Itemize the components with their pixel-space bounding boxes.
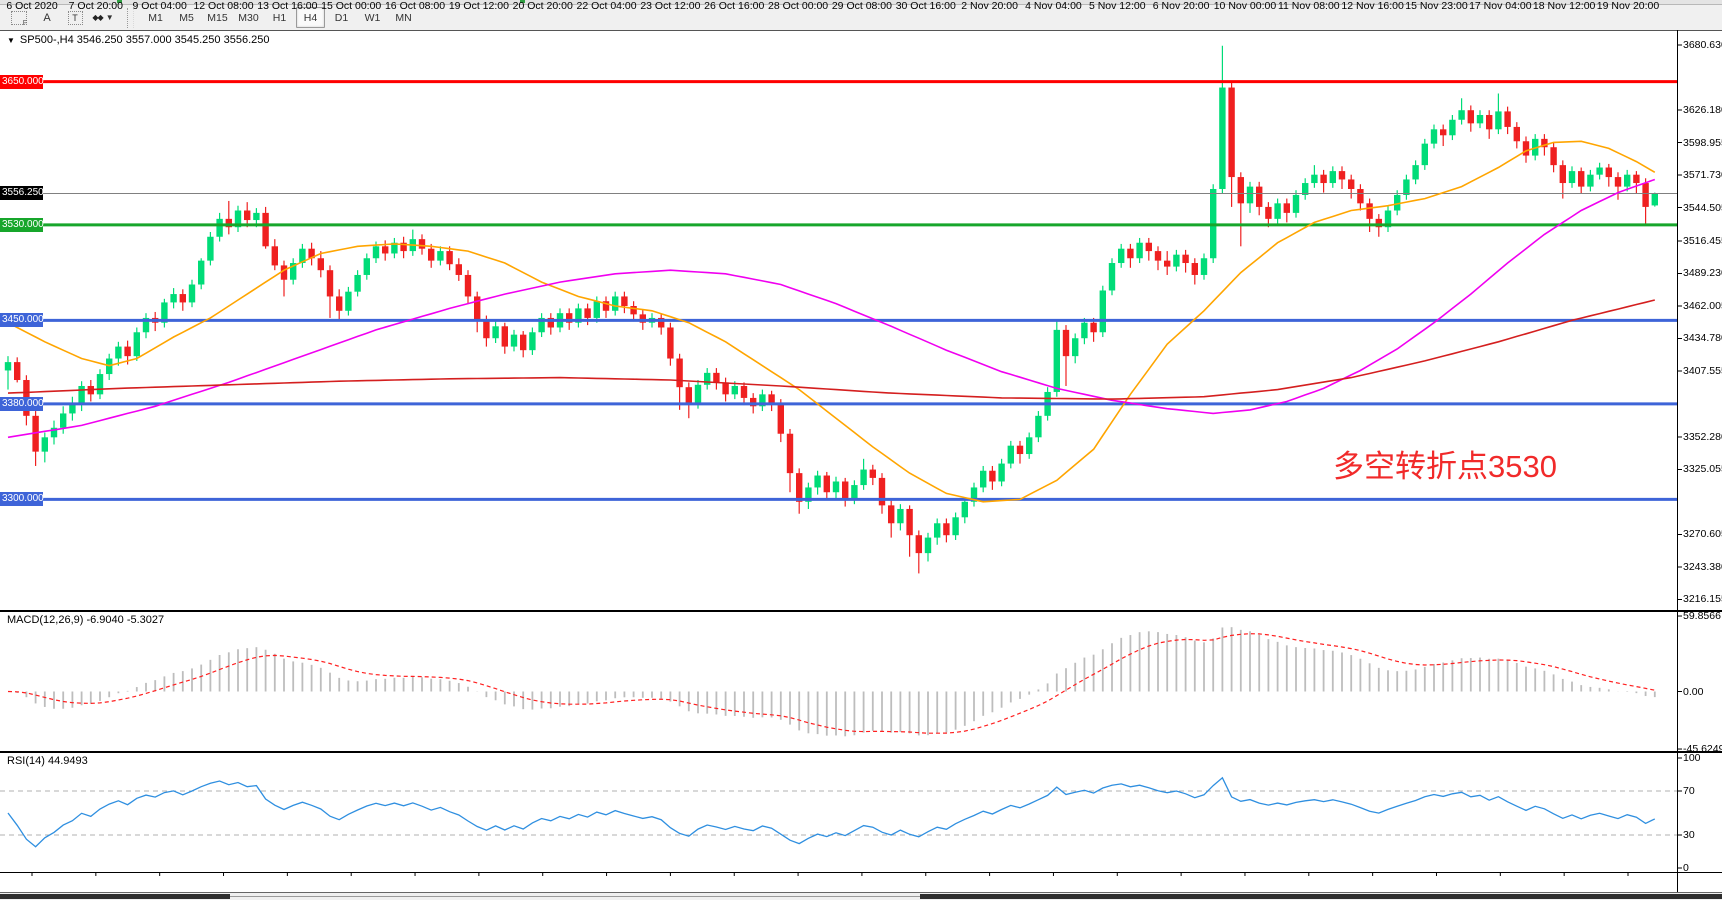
arrow-tool-icon: A <box>43 11 51 24</box>
timeframe-button-group: M1 M5 M15 M30 H1 H4 D1 W1 MN <box>140 7 419 28</box>
chevron-down-icon: ▼ <box>105 13 114 22</box>
macd-indicator-label: MACD(12,26,9) -6.9040 -5.3027 <box>7 614 165 626</box>
timeframe-button-w1[interactable]: W1 <box>364 11 381 24</box>
symbol-ohlc-header: ▼ SP500-,H4 3546.250 3557.000 3545.250 3… <box>7 34 269 46</box>
scrollbar-thumb[interactable] <box>920 894 1722 899</box>
horizontal-scrollbar[interactable] <box>0 893 1722 900</box>
symbol-ohlc-text: SP500-,H4 3546.250 3557.000 3545.250 355… <box>19 34 270 46</box>
toolbar-artifact-dot <box>520 0 525 3</box>
scrollbar-track <box>0 896 1722 897</box>
rsi-indicator-label: RSI(14) 44.9493 <box>7 755 88 767</box>
scrollbar-segment-left[interactable] <box>0 894 230 899</box>
text-tool-button[interactable]: T <box>62 7 88 28</box>
symbol-dropdown-icon[interactable]: ▼ <box>7 35 15 45</box>
timeframe-button-d1[interactable]: D1 <box>334 11 349 24</box>
shapes-tool-icon: ◆◆ <box>92 13 103 22</box>
timeframe-button-mn[interactable]: MN <box>395 11 412 24</box>
timeframe-button-m5[interactable]: M5 <box>179 11 194 24</box>
timeframe-button-m30[interactable]: M30 <box>238 11 259 24</box>
chart-text-annotation: 多空转折点3530 <box>1333 449 1557 484</box>
clipped-toolbar-row <box>0 0 1722 5</box>
toolbar-separator <box>127 7 134 28</box>
f-tool-button[interactable]: F <box>6 7 32 28</box>
timeframe-button-h4[interactable]: H4 <box>296 7 325 28</box>
f-tool-icon: F <box>11 10 27 27</box>
timeframe-button-m1[interactable]: M1 <box>148 11 163 24</box>
arrow-tool-button[interactable]: A <box>34 7 60 28</box>
shapes-tool-button[interactable]: ◆◆ ▼ <box>90 7 116 28</box>
timeframe-button-m15[interactable]: M15 <box>207 11 228 24</box>
toolbar-artifact-dot <box>117 0 122 3</box>
text-tool-icon: T <box>67 10 83 25</box>
timeframe-button-h1[interactable]: H1 <box>272 11 287 24</box>
